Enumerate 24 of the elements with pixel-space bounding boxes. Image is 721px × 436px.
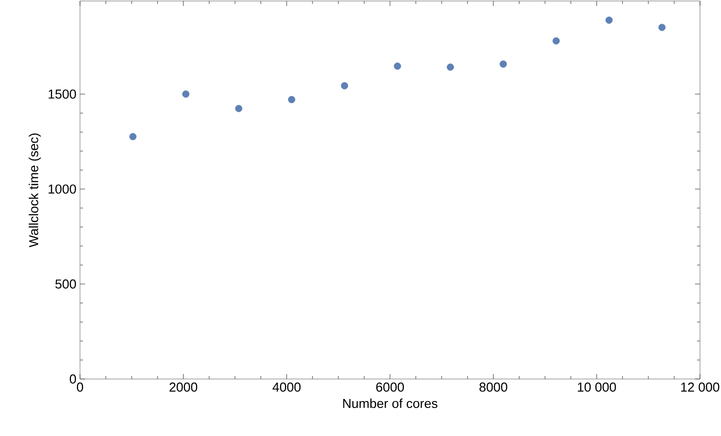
x-tick-label: 2000: [170, 382, 198, 392]
point: [500, 60, 507, 68]
point: [340, 82, 348, 90]
point: [446, 64, 454, 71]
point: [129, 133, 137, 140]
x-tick-label: 8000: [479, 382, 508, 392]
x-tick-label: 12 000: [681, 382, 720, 392]
point: [552, 37, 560, 44]
y-tick-label: 1500: [48, 89, 76, 99]
point: [182, 90, 190, 98]
y-tick-label: 500: [55, 279, 76, 289]
x-tick-label: 10 000: [578, 382, 616, 392]
x-tick-label: 6000: [376, 382, 404, 392]
x-tick-label: 0: [76, 382, 84, 392]
point: [288, 96, 296, 104]
y-axis-title: Wallclock time (sec): [28, 133, 41, 248]
point: [235, 104, 242, 112]
point: [658, 24, 666, 31]
point: [605, 16, 613, 24]
x-tick-label: 4000: [272, 382, 301, 392]
x-axis-title: Number of cores: [343, 398, 438, 408]
y-tick-label: 1000: [48, 184, 76, 194]
point: [394, 62, 402, 70]
y-tick-label: 0: [70, 374, 76, 384]
